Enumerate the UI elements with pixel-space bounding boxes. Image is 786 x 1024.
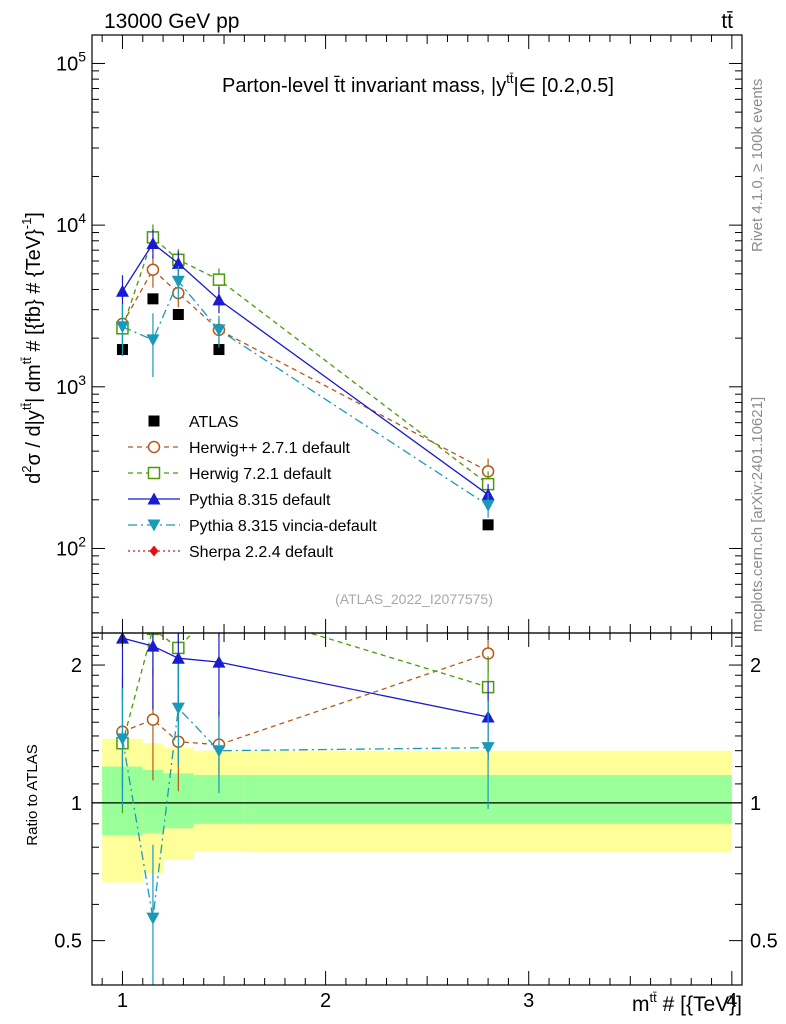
main-series-pythia-8-315-default (115, 229, 495, 506)
ratio-point-pythia-8-315-vincia-default (481, 742, 495, 755)
legend-label: Herwig 7.2.1 default (189, 466, 332, 483)
legend-label: Pythia 8.315 default (189, 492, 331, 509)
process-label: tt̄ (721, 10, 733, 33)
legend-marker (149, 545, 159, 557)
main-point-pythia-8-315-default (146, 236, 160, 249)
ratio-point-pythia-8-315-default (171, 651, 185, 664)
main-point-herwig-7-2-1-default (212, 273, 226, 286)
legend-item-herwig-7-2-1-default: Herwig 7.2.1 default (128, 466, 332, 483)
legend-label: Sherpa 2.2.4 default (189, 544, 334, 561)
main-point-pythia-8-315-default (171, 256, 185, 269)
ratio-y-tick-label-right: 0.5 (750, 931, 778, 953)
legend-item-herwig-2-7-1-default: Herwig++ 2.7.1 default (128, 440, 351, 457)
ratio-axes: 0.5 0.5 1 1 2 2 1 2 3 4 (54, 632, 778, 1012)
main-series-pythia-8-315-vincia-default (115, 265, 495, 518)
main-point-pythia-8-315-vincia-default (481, 499, 495, 512)
main-point-herwig-2-7-1-default (146, 263, 160, 276)
ratio-point-pythia-8-315-default (212, 655, 226, 668)
ratio-point-pythia-8-315-vincia-default (171, 702, 185, 715)
legend-marker (148, 415, 160, 427)
ratio-frame (91, 632, 743, 986)
main-line-herwig-2-7-1-default (121, 268, 489, 472)
legend-marker (147, 466, 161, 480)
main-series-layer (115, 224, 495, 531)
legend: ATLAS Herwig++ 2.7.1 default Herwig 7.2.1 … (128, 414, 377, 561)
x-tick-label: 1 (117, 990, 128, 1012)
ratio-point-pythia-8-315-default (146, 639, 160, 652)
ratio-band-green (142, 769, 164, 833)
main-y-tick-label: 104 (56, 210, 86, 237)
ratio-y-tick-label: 1 (71, 793, 82, 815)
energy-label: 13000 GeV pp (104, 10, 239, 33)
main-y-tick-label: 105 (56, 48, 86, 75)
x-tick-label: 3 (523, 990, 534, 1012)
legend-item-atlas: ATLAS (148, 414, 239, 431)
ratio-y-axis-label: Ratio to ATLAS (24, 744, 41, 845)
main-point-pythia-8-315-vincia-default (146, 334, 160, 347)
ratio-y-tick-label-right: 1 (750, 793, 761, 815)
mcplots-label: mcplots.cern.ch [arXiv:2401.10621] (749, 397, 766, 632)
legend-marker (147, 440, 161, 454)
ratio-point-herwig-2-7-1-default (146, 713, 160, 726)
main-point-atlas (213, 344, 225, 356)
rivet-version-label: Rivet 4.1.0, ≥ 100k events (749, 79, 766, 252)
main-y-tick-label: 102 (56, 533, 86, 560)
main-point-pythia-8-315-vincia-default (171, 275, 185, 288)
ratio-point-pythia-8-315-vincia-default (115, 733, 129, 746)
main-axes: 102 103 104 105 (56, 34, 743, 634)
main-title: Parton-level t̄t invariant mass, |ytt̄|∈… (222, 71, 614, 97)
legend-marker (147, 519, 161, 532)
ratio-uncertainty-bands (92, 738, 742, 883)
main-y-axis-label: d2σ / d|ytt̄| dmtt̄ # [{fb} # {TeV}-1] (19, 212, 45, 484)
ratio-y-tick-label: 2 (71, 655, 82, 677)
ratio-point-herwig-7-2-1-default (213, 600, 224, 611)
main-point-atlas (482, 519, 494, 531)
x-tick-label: 2 (320, 990, 331, 1012)
legend-item-pythia-8-315-vincia-default: Pythia 8.315 vincia-default (128, 518, 377, 535)
ratio-point-pythia-8-315-vincia-default (212, 745, 226, 758)
ratio-series-pythia-8-315-vincia-default (115, 664, 495, 985)
legend-item-pythia-8-315-default: Pythia 8.315 default (128, 492, 331, 509)
main-point-pythia-8-315-default (115, 284, 129, 297)
main-point-atlas (147, 293, 159, 305)
ratio-point-pythia-8-315-vincia-default (146, 912, 160, 925)
ratio-series-pythia-8-315-default (115, 633, 495, 761)
legend-item-sherpa-2-2-4-default: Sherpa 2.2.4 default (128, 544, 334, 561)
legend-label: Herwig++ 2.7.1 default (189, 440, 351, 457)
main-y-tick-label: 103 (56, 372, 86, 399)
x-axis-label: mtt̄ # [{TeV}] (632, 990, 742, 1016)
ratio-y-tick-label-right: 2 (750, 655, 761, 677)
legend-label: Pythia 8.315 vincia-default (189, 518, 377, 535)
main-point-atlas (172, 309, 184, 321)
x-tick-label: 4 (726, 990, 737, 1012)
ratio-line-herwig-2-7-1-default (122, 652, 489, 746)
main-point-pythia-8-315-vincia-default (212, 324, 226, 337)
analysis-watermark: (ATLAS_2022_I2077575) (335, 591, 493, 607)
ratio-y-tick-label: 0.5 (54, 931, 82, 953)
main-point-pythia-8-315-vincia-default (115, 321, 129, 334)
main-point-pythia-8-315-default (212, 293, 226, 306)
legend-label: ATLAS (189, 414, 239, 431)
legend-marker (147, 492, 161, 505)
